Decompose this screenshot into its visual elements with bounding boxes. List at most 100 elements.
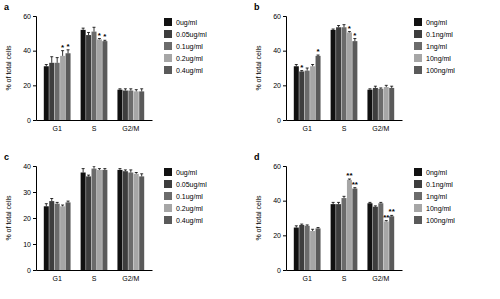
bar <box>299 71 304 120</box>
error-bar <box>337 202 340 204</box>
bar <box>347 32 352 120</box>
annotation: * <box>348 24 352 33</box>
error-cap <box>129 88 132 89</box>
axis-line <box>287 270 403 271</box>
bar <box>97 170 102 270</box>
plot-area <box>44 27 144 120</box>
error-cap <box>311 64 314 65</box>
panel: 0204060G1SG2/M% of total cellsd********0… <box>254 152 455 282</box>
tick: G2/M <box>122 120 139 132</box>
legend-item: 0ug/ml <box>164 18 197 27</box>
tick: 20 <box>23 215 36 222</box>
tick-mark <box>33 218 36 219</box>
annotation: * <box>66 42 70 51</box>
error-cap <box>135 89 138 90</box>
error-bar <box>342 196 345 198</box>
tick: 0 <box>277 117 286 124</box>
tick-label: 10 <box>23 241 31 248</box>
error-bar <box>61 205 64 206</box>
bar <box>49 63 54 120</box>
axis-title: % of total cells <box>5 195 12 241</box>
bar <box>55 204 60 270</box>
error-bar <box>82 28 85 30</box>
bar <box>336 204 341 270</box>
bar <box>81 30 86 120</box>
tick-label: G2/M <box>122 125 139 132</box>
bar <box>55 63 60 120</box>
tick-label: S <box>342 125 347 132</box>
legend-label: 0.1ug/ml <box>176 193 203 201</box>
panel-title: d <box>254 152 260 162</box>
tick: 20 <box>23 82 36 89</box>
error-cap <box>103 168 106 169</box>
legend-item: 0ug/ml <box>164 168 197 177</box>
error-cap <box>385 85 388 86</box>
error-cap <box>317 227 320 228</box>
tick-mark <box>283 201 286 202</box>
axis-line <box>37 120 153 121</box>
error-bar <box>124 170 127 171</box>
tick-label: G1 <box>303 125 312 132</box>
bar <box>81 173 86 271</box>
bar <box>373 207 378 270</box>
error-bar <box>45 204 48 207</box>
panel-title: b <box>254 2 260 12</box>
tick: 40 <box>273 197 286 204</box>
legend-item: 1ng/ml <box>414 42 447 51</box>
legend-item: 100ng/ml <box>414 216 455 225</box>
error-cap <box>92 27 95 28</box>
error-cap <box>332 202 335 203</box>
bar <box>128 91 133 120</box>
error-cap <box>374 205 377 206</box>
tick-label: 0 <box>277 267 281 274</box>
tick: 40 <box>23 163 36 170</box>
error-bar <box>82 169 85 173</box>
axis-title: % of total cells <box>5 45 12 91</box>
legend-swatch <box>414 180 422 188</box>
bar <box>66 202 71 270</box>
panel-title: a <box>4 2 10 12</box>
error-cap <box>368 88 371 89</box>
error-cap <box>129 169 132 170</box>
legend-label: 0.05ug/ml <box>176 31 207 39</box>
annotation: ** <box>389 207 396 216</box>
legend-item: 0.1ug/ml <box>164 192 203 201</box>
error-bar <box>135 90 138 92</box>
error-bar <box>374 86 377 88</box>
tick-label: 20 <box>273 82 281 89</box>
tick-label: G2/M <box>372 275 389 282</box>
figure: 0204060G1SG2/M% of total cellsa****0ug/m… <box>0 0 500 299</box>
tick-label: S <box>342 275 347 282</box>
error-cap <box>295 225 298 226</box>
error-cap <box>87 175 90 176</box>
legend-swatch <box>164 216 172 224</box>
legend-swatch <box>414 168 422 176</box>
legend-swatch <box>414 18 422 26</box>
error-bar <box>50 199 53 202</box>
legend-label: 0.1ng/ml <box>426 31 453 39</box>
axis-line <box>287 120 403 121</box>
bar <box>91 169 96 270</box>
error-cap <box>342 196 345 197</box>
annotation: * <box>61 43 65 52</box>
tick: S <box>342 120 347 132</box>
legend-item: 0.4ug/ml <box>164 216 203 225</box>
error-cap <box>87 32 90 33</box>
error-bar <box>56 58 59 63</box>
bar <box>44 66 49 120</box>
error-bar <box>92 27 95 31</box>
error-bar <box>311 65 314 67</box>
tick: G1 <box>303 120 312 132</box>
error-cap <box>306 224 309 225</box>
tick-mark <box>283 16 286 17</box>
bar <box>86 35 91 120</box>
legend-label: 0.1ug/ml <box>176 43 203 51</box>
y-axis: 0204060 <box>273 13 286 124</box>
error-cap <box>50 198 53 199</box>
error-cap <box>342 24 345 25</box>
legend-label: 0ng/ml <box>426 169 447 177</box>
bar <box>102 170 107 270</box>
tick-label: G1 <box>53 125 62 132</box>
annotation: * <box>98 31 102 40</box>
tick-label: 30 <box>23 189 31 196</box>
